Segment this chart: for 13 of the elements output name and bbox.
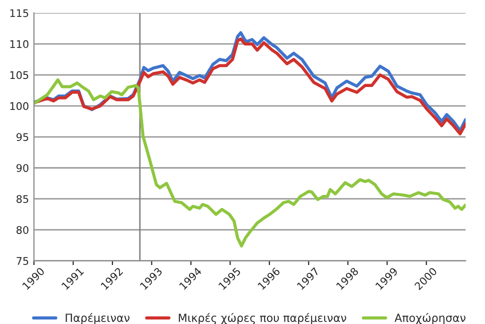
- y-tick-label: 85: [16, 195, 28, 203]
- line-series: [34, 78, 466, 248]
- legend-label: Αποχώρησαν: [394, 312, 466, 324]
- y-tick-label: 100: [10, 102, 28, 110]
- y-tick-label: 80: [16, 226, 28, 234]
- y-tick-label: 95: [16, 133, 28, 141]
- y-tick-label: 105: [10, 71, 28, 80]
- y-tick-label: 75: [16, 257, 28, 265]
- y-tick-label: 110: [10, 40, 28, 48]
- y-tick-label: 115: [10, 9, 28, 18]
- legend-label: Μικρές χώρες που παρέμειναν: [178, 312, 346, 324]
- legend-label: Παρέμειναν: [66, 312, 130, 324]
- y-tick-label: 90: [16, 164, 28, 172]
